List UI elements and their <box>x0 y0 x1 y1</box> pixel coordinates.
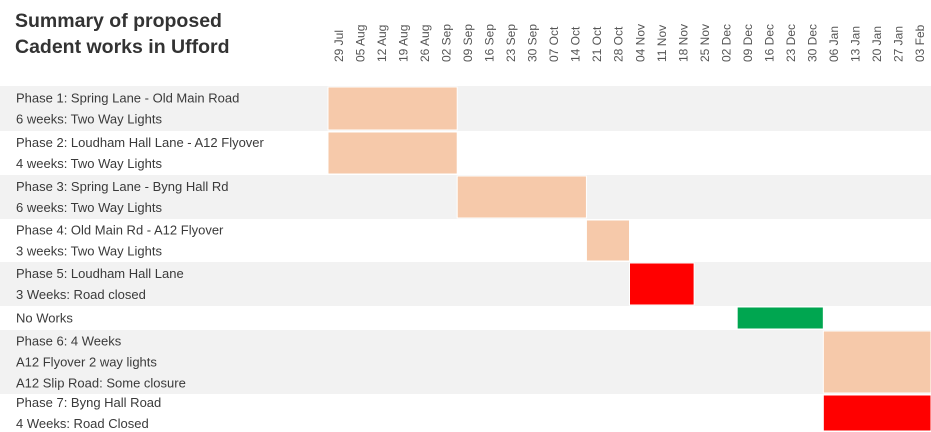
task-label: Phase 4: Old Main Rd - A12 Flyover <box>16 223 224 238</box>
week-label: 23 Dec <box>784 24 798 62</box>
week-label: 04 Nov <box>633 24 647 62</box>
week-label: 16 Dec <box>762 24 776 62</box>
row-stripe <box>0 262 931 306</box>
week-label: 30 Dec <box>806 24 820 62</box>
task-label: 4 weeks: Two Way Lights <box>16 156 162 171</box>
week-label: 03 Feb <box>913 24 927 62</box>
task-label: Phase 7: Byng Hall Road <box>16 395 161 410</box>
week-label: 21 Oct <box>590 26 604 62</box>
week-label: 02 Sep <box>439 24 453 62</box>
task-label: 6 weeks: Two Way Lights <box>16 200 162 215</box>
week-label: 25 Nov <box>698 24 712 62</box>
task-label: 4 Weeks: Road Closed <box>16 416 149 431</box>
week-label: 29 Jul <box>332 30 346 62</box>
task-label: A12 Slip Road: Some closure <box>16 376 186 391</box>
task-bar <box>585 219 631 262</box>
task-label: Phase 6: 4 Weeks <box>16 334 122 349</box>
task-bar <box>629 262 695 306</box>
chart-title: Summary of proposed Cadent works in Uffo… <box>15 8 315 60</box>
row-stripe <box>0 86 931 131</box>
week-label: 07 Oct <box>547 26 561 62</box>
week-label: 09 Dec <box>741 24 755 62</box>
task-label: Phase 2: Loudham Hall Lane - A12 Flyover <box>16 135 265 150</box>
week-label: 11 Nov <box>655 25 669 62</box>
row-stripe <box>0 330 931 394</box>
task-label: No Works <box>16 311 73 326</box>
week-label: 19 Aug <box>396 25 410 62</box>
task-bar <box>822 330 931 394</box>
week-label: 20 Jan <box>870 26 884 62</box>
task-label: 3 Weeks: Road closed <box>16 287 146 302</box>
week-label: 18 Nov <box>676 24 690 62</box>
week-label: 05 Aug <box>353 25 367 62</box>
task-bar <box>456 175 587 219</box>
task-label: Phase 5: Loudham Hall Lane <box>16 266 184 281</box>
week-label: 02 Dec <box>719 24 733 62</box>
week-label: 12 Aug <box>375 25 389 62</box>
task-label: 6 weeks: Two Way Lights <box>16 112 162 127</box>
week-label: 09 Sep <box>461 24 475 62</box>
week-label: 14 Oct <box>569 26 583 62</box>
task-label: A12 Flyover 2 way lights <box>16 355 157 370</box>
chart-title-line-2: Cadent works in Ufford <box>15 36 230 58</box>
task-label: 3 weeks: Two Way Lights <box>16 244 162 259</box>
week-label: 23 Sep <box>504 24 518 62</box>
task-bar <box>327 86 458 131</box>
week-label: 26 Aug <box>418 25 432 62</box>
chart-title-line-1: Summary of proposed <box>15 10 222 32</box>
task-bar <box>327 131 458 175</box>
task-bar <box>736 306 824 330</box>
task-label: Phase 3: Spring Lane - Byng Hall Rd <box>16 179 228 194</box>
task-label: Phase 1: Spring Lane - Old Main Road <box>16 91 239 106</box>
week-label: 06 Jan <box>827 26 841 62</box>
week-label: 30 Sep <box>526 24 540 62</box>
task-bar <box>822 394 931 432</box>
week-label: 13 Jan <box>849 26 863 62</box>
week-label: 16 Sep <box>483 24 497 62</box>
week-label: 28 Oct <box>612 26 626 62</box>
week-label: 27 Jan <box>892 26 906 62</box>
